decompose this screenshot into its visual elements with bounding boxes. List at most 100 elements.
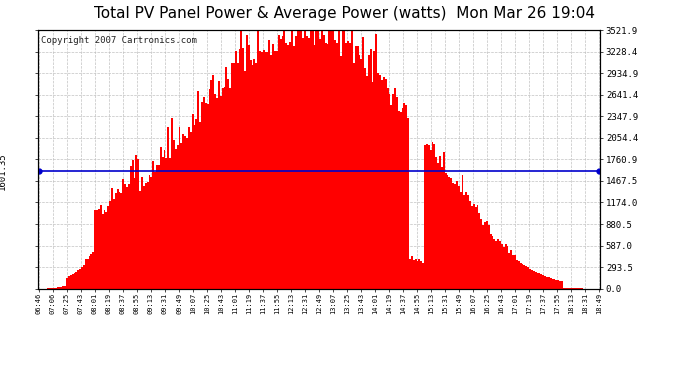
Bar: [214, 93, 216, 289]
Bar: [85, 259, 87, 289]
Bar: [351, 30, 353, 289]
Bar: [497, 239, 499, 289]
Bar: [443, 152, 445, 289]
Bar: [49, 288, 51, 289]
Bar: [551, 279, 553, 289]
Bar: [137, 159, 139, 289]
Bar: [154, 171, 156, 289]
Bar: [227, 79, 229, 289]
Bar: [400, 111, 402, 289]
Bar: [119, 192, 121, 289]
Bar: [150, 177, 152, 289]
Bar: [284, 30, 286, 289]
Bar: [522, 264, 524, 289]
Bar: [555, 280, 558, 289]
Bar: [273, 44, 274, 289]
Bar: [244, 72, 246, 289]
Bar: [152, 160, 154, 289]
Bar: [164, 150, 166, 289]
Bar: [372, 82, 373, 289]
Bar: [518, 261, 520, 289]
Bar: [182, 134, 184, 289]
Bar: [107, 206, 109, 289]
Bar: [435, 157, 437, 289]
Bar: [538, 273, 540, 289]
Bar: [364, 68, 366, 289]
Bar: [104, 210, 106, 289]
Bar: [61, 286, 62, 289]
Bar: [571, 288, 572, 289]
Bar: [469, 201, 471, 289]
Bar: [134, 178, 135, 289]
Bar: [226, 67, 227, 289]
Bar: [306, 36, 308, 289]
Bar: [199, 123, 201, 289]
Bar: [514, 255, 516, 289]
Bar: [216, 98, 218, 289]
Bar: [300, 30, 302, 289]
Bar: [546, 277, 548, 289]
Bar: [366, 76, 368, 289]
Bar: [325, 44, 326, 289]
Bar: [261, 52, 263, 289]
Bar: [462, 175, 464, 289]
Bar: [235, 51, 237, 289]
Bar: [96, 210, 98, 289]
Bar: [210, 80, 213, 289]
Bar: [480, 219, 482, 289]
Bar: [297, 30, 299, 289]
Bar: [113, 199, 115, 289]
Bar: [287, 45, 289, 289]
Bar: [428, 145, 430, 289]
Bar: [422, 262, 424, 289]
Bar: [94, 210, 96, 289]
Bar: [72, 274, 74, 289]
Bar: [83, 265, 85, 289]
Bar: [77, 270, 79, 289]
Bar: [156, 165, 158, 289]
Bar: [188, 127, 190, 289]
Bar: [70, 275, 72, 289]
Bar: [512, 255, 514, 289]
Bar: [203, 98, 205, 289]
Bar: [392, 94, 394, 289]
Bar: [409, 259, 411, 289]
Bar: [282, 36, 284, 289]
Bar: [205, 103, 207, 289]
Bar: [302, 38, 304, 289]
Bar: [331, 30, 333, 289]
Bar: [158, 165, 160, 289]
Bar: [197, 91, 199, 289]
Bar: [420, 261, 422, 289]
Bar: [141, 177, 143, 289]
Bar: [338, 30, 339, 289]
Bar: [62, 286, 64, 289]
Bar: [257, 30, 259, 289]
Bar: [147, 182, 148, 289]
Bar: [310, 30, 312, 289]
Bar: [473, 204, 475, 289]
Bar: [321, 30, 323, 289]
Bar: [239, 50, 240, 289]
Bar: [561, 282, 563, 289]
Bar: [550, 278, 551, 289]
Bar: [572, 288, 574, 289]
Bar: [121, 194, 122, 289]
Bar: [456, 182, 458, 289]
Bar: [148, 175, 150, 289]
Bar: [192, 114, 194, 289]
Bar: [569, 288, 571, 289]
Bar: [274, 51, 276, 289]
Bar: [106, 212, 108, 289]
Bar: [533, 271, 535, 289]
Bar: [242, 48, 244, 289]
Bar: [219, 96, 221, 289]
Bar: [208, 89, 210, 289]
Bar: [124, 183, 126, 289]
Bar: [143, 186, 145, 289]
Bar: [402, 108, 404, 289]
Bar: [488, 225, 490, 289]
Bar: [506, 246, 509, 289]
Bar: [229, 88, 231, 289]
Bar: [79, 269, 81, 289]
